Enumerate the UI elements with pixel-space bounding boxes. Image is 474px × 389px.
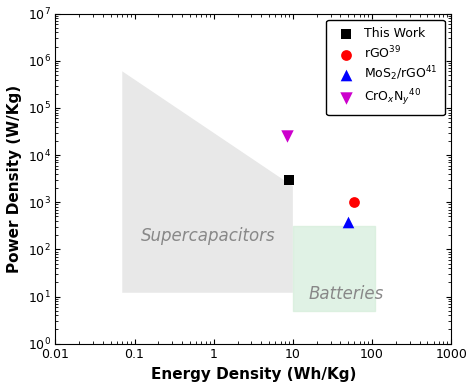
X-axis label: Energy Density (Wh/Kg): Energy Density (Wh/Kg)	[151, 367, 356, 382]
Point	[285, 177, 293, 183]
Text: Batteries: Batteries	[309, 285, 384, 303]
Point	[283, 133, 291, 140]
Polygon shape	[122, 71, 293, 293]
Legend: This Work, rGO$^{39}$, MoS$_2$/rGO$^{41}$, CrO$_x$N$_y$$^{40}$: This Work, rGO$^{39}$, MoS$_2$/rGO$^{41}…	[326, 20, 445, 115]
Point	[351, 199, 358, 205]
Text: Supercapacitors: Supercapacitors	[141, 227, 275, 245]
Point	[344, 219, 352, 225]
Y-axis label: Power Density (W/Kg): Power Density (W/Kg)	[7, 85, 22, 273]
